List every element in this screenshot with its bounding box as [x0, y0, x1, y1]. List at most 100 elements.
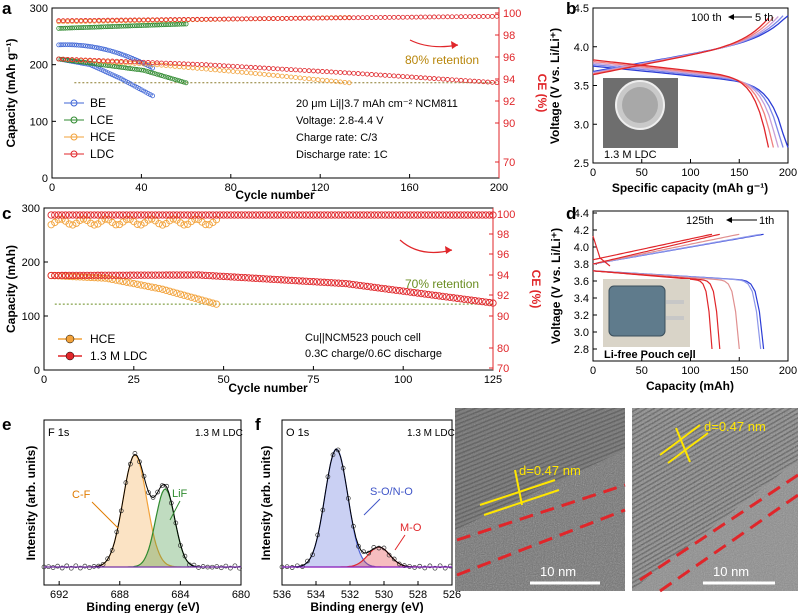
a-legend-marker-HCE — [70, 133, 78, 141]
a-cap-point-LDC — [472, 78, 477, 84]
f-data-point — [432, 565, 438, 571]
c-ce-point-1.3 M LDC — [72, 211, 80, 219]
a-cap-point-LCE — [127, 66, 133, 71]
c-ce-point-1.3 M LDC — [187, 211, 195, 219]
a-cap-point-LDC — [221, 63, 227, 69]
c-cap-point-1.3 M LDC — [295, 277, 303, 285]
c-ce-point-1.3 M LDC — [395, 211, 404, 219]
c-ce-point-HCE — [101, 215, 109, 223]
a-cap-point-HCE — [333, 79, 339, 84]
a-cap-point-HCE — [159, 62, 164, 68]
a-ce-point-LCE — [161, 22, 167, 28]
c-ce-point-HCE — [212, 216, 221, 224]
a-ce-point-LDC — [409, 14, 415, 20]
a-ce-point-LCE — [112, 24, 117, 29]
a-cap-point-LCE — [183, 80, 189, 86]
a-cap-point-LCE — [145, 69, 151, 75]
a-ce-point-LDC — [266, 16, 272, 22]
plot-frame-f — [281, 419, 453, 586]
a-ce-point-LDC — [351, 15, 357, 21]
a-cap-point-LDC — [413, 74, 419, 80]
a-cap-point-LCE — [130, 66, 135, 72]
coin-cell-photo — [603, 78, 678, 148]
c-ce-point-1.3 M LDC — [140, 211, 149, 219]
f-data-point — [442, 565, 448, 571]
c-cap-point-1.3 M LDC — [166, 271, 174, 279]
a-cap-point-LCE — [168, 75, 173, 81]
a-cap-point-HCE — [212, 67, 218, 73]
a-cap-point-HCE — [199, 66, 205, 72]
a-cap-point-HCE — [346, 80, 352, 86]
a-cap-point-LCE — [181, 79, 187, 85]
a-cap-point-LCE — [174, 77, 180, 83]
c-ce-point-1.3 M LDC — [284, 211, 292, 219]
a-ce-point-LDC — [485, 14, 491, 19]
c-ce-point-HCE — [87, 219, 95, 227]
a-ce-point-LCE — [132, 23, 138, 29]
a-ce-point-LDC — [369, 15, 375, 20]
c-ce-point-HCE — [166, 217, 174, 225]
c-ce-point-HCE — [112, 221, 120, 229]
a-ce-point-LDC — [360, 15, 366, 21]
a-ce-point-BE — [109, 48, 115, 54]
c-ce-point-1.3 M LDC — [410, 211, 418, 219]
c-cap-point-HCE — [173, 289, 181, 297]
a-ce-point-LCE — [134, 23, 140, 29]
a-cap-point-LDC — [382, 72, 388, 78]
axis-ticks-c: 0 25 50 75 100 125 0 100 200 300 70 80 90 92 94 96 98 100 — [22, 203, 516, 386]
y-axis-label-c: Capacity (mAh) — [4, 245, 18, 333]
a-ce-point-BE — [69, 42, 75, 48]
d-ytick-label-8: 4.4 — [574, 208, 589, 220]
retention-annotation-c: 70% retention — [405, 277, 479, 291]
a-cap-point-LDC — [467, 78, 473, 84]
a-cap-point-LDC — [257, 65, 263, 71]
a-ce-point-LDC — [337, 15, 343, 21]
a-cap-point-LCE — [98, 62, 104, 68]
c-ce-point-1.3 M LDC — [374, 211, 382, 219]
a-ce-point-LDC — [181, 17, 187, 22]
a-cap-point-LDC — [373, 72, 379, 78]
d-xtick-label-0: 0 — [590, 365, 596, 377]
a-cap-point-HCE — [297, 75, 303, 81]
a-ce-point-LDC — [136, 17, 142, 23]
c-cap-point-1.3 M LDC — [79, 271, 88, 280]
a-ce-point-LCE — [83, 25, 88, 30]
e-data-point — [73, 563, 79, 569]
a-ce-point-LCE — [96, 24, 102, 30]
a-cap-point-BE — [114, 74, 120, 80]
c-ce-point-1.3 M LDC — [277, 211, 285, 219]
a-ce-point-LDC — [320, 15, 325, 21]
a-cap-point-LCE — [78, 59, 84, 65]
a-ce-point-BE — [130, 56, 135, 61]
c-ce-point-1.3 M LDC — [471, 211, 479, 219]
c-cap-point-1.3 M LDC — [219, 272, 228, 281]
a-cap-point-LDC — [454, 77, 459, 83]
c-cap-point-1.3 M LDC — [485, 298, 494, 307]
c-cap-point-1.3 M LDC — [428, 291, 436, 299]
a-cap-point-HCE — [270, 72, 276, 78]
c-cap-point-1.3 M LDC — [306, 277, 314, 286]
c-ce-point-1.3 M LDC — [176, 211, 185, 219]
a-cap-point-LDC — [261, 65, 267, 71]
a-cap-point-LCE — [147, 69, 153, 75]
e-data-point — [82, 563, 88, 569]
a-cap-point-LCE — [83, 60, 88, 65]
a-cap-point-HCE — [320, 77, 325, 83]
a-cap-point-LCE — [156, 72, 162, 78]
e-data-point — [59, 565, 65, 571]
a-cap-point-LDC — [440, 76, 446, 82]
a-ce-point-LCE — [109, 24, 115, 29]
c-cap-point-1.3 M LDC — [198, 271, 206, 279]
a-cap-point-LDC — [212, 62, 218, 68]
c-y2tick-label-1: 80 — [497, 343, 509, 355]
a-y2tick-label-1: 90 — [503, 118, 515, 130]
a-legend-label-LCE: LCE — [90, 113, 113, 127]
a-ce-point-LDC — [244, 16, 249, 22]
c-legend-marker-HCE — [65, 334, 75, 344]
interface-line-h-1 — [639, 473, 798, 582]
c-ce-point-1.3 M LDC — [431, 211, 440, 219]
c-cap-point-HCE — [126, 279, 134, 287]
a-ce-point-LDC — [494, 13, 500, 19]
a-cap-point-LDC — [114, 58, 120, 64]
a-cap-point-LCE — [58, 56, 64, 62]
